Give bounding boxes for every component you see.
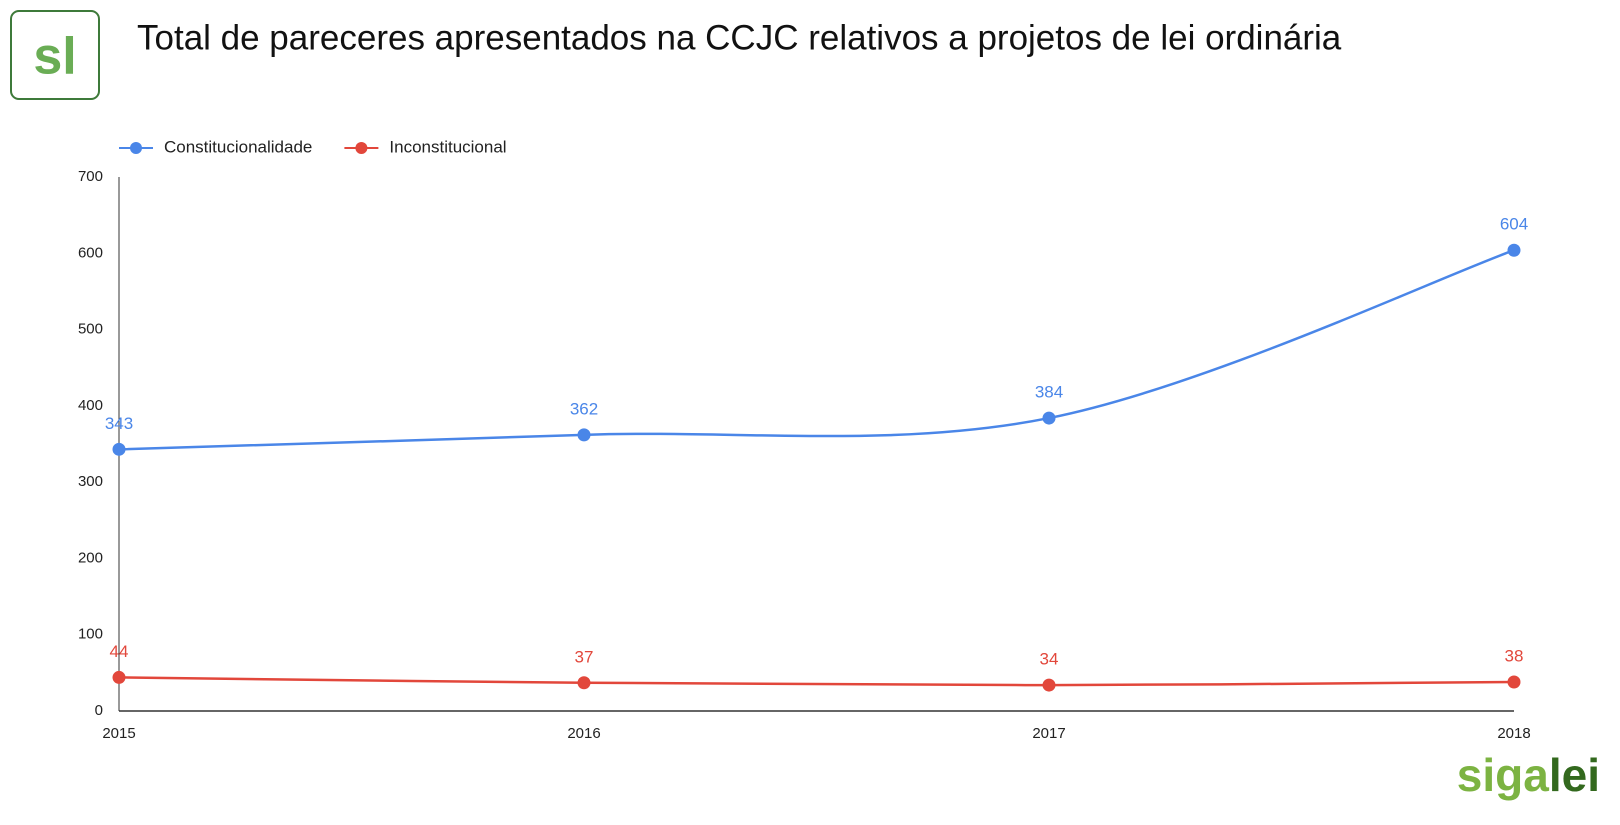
legend-marker — [355, 142, 368, 154]
brand-part: lei — [1549, 749, 1600, 801]
legend-label: Constitucionalidade — [164, 137, 312, 156]
point — [577, 676, 591, 690]
point — [1507, 243, 1521, 257]
data-label: 604 — [1500, 215, 1528, 234]
point — [112, 442, 126, 456]
legend-marker — [130, 142, 142, 154]
x-tick-label: 2015 — [102, 725, 135, 742]
data-label: 44 — [110, 642, 129, 661]
y-tick-label: 600 — [78, 244, 103, 261]
data-label: 38 — [1505, 646, 1524, 665]
x-tick-label: 2016 — [567, 725, 600, 742]
legend-label: Inconstitucional — [389, 137, 506, 156]
point — [1042, 678, 1056, 692]
y-tick-label: 100 — [78, 626, 103, 643]
brand-part: siga — [1457, 749, 1549, 801]
x-tick-label: 2018 — [1497, 725, 1530, 742]
y-tick-label: 500 — [78, 321, 103, 338]
data-label: 343 — [105, 414, 133, 433]
chart-title: Total de pareceres apresentados na CCJC … — [137, 18, 1342, 57]
y-tick-label: 200 — [78, 549, 103, 566]
logo: sl — [33, 28, 76, 86]
plot: 0 100 200 300 400 500 600 700 2015 2016 2017 2018 Co… — [78, 137, 1531, 741]
logo-box — [10, 10, 100, 100]
point — [577, 428, 591, 442]
point — [112, 670, 126, 684]
brand: sigalei — [1457, 749, 1600, 801]
data-label: 362 — [570, 399, 598, 418]
y-tick-label: 400 — [78, 397, 103, 414]
y-tick-label: 700 — [78, 168, 103, 185]
y-tick-label: 0 — [95, 702, 103, 719]
series-line — [118, 249, 1515, 451]
y-tick-label: 300 — [78, 473, 103, 490]
point — [1507, 675, 1521, 689]
point — [1042, 411, 1056, 425]
data-label: 37 — [575, 647, 594, 666]
x-tick-label: 2017 — [1032, 725, 1065, 742]
series-line — [118, 676, 1515, 687]
data-label: 384 — [1035, 383, 1063, 402]
data-label: 34 — [1040, 650, 1059, 669]
